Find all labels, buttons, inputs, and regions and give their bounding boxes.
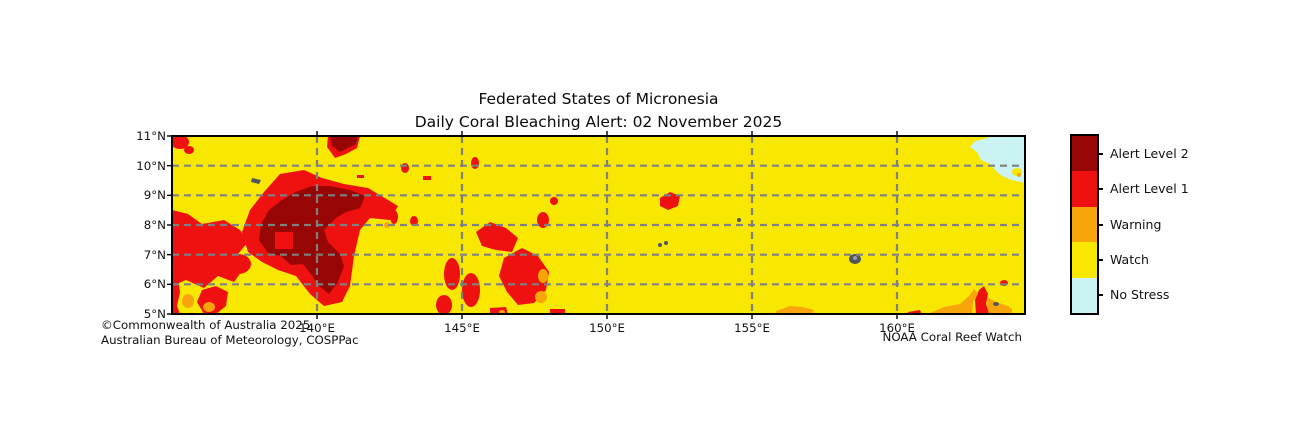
legend-swatch-alert2 [1072,136,1097,172]
region-alert1 [357,175,364,178]
legend-colorbar [1070,134,1099,315]
x-tick-label: 145°E [444,321,480,335]
map-title: Federated States of Micronesia Daily Cor… [172,88,1025,133]
region-alert1 [490,307,508,314]
y-tick-label: 6°N [143,277,166,292]
region-land [737,218,741,222]
region-land [658,243,662,247]
region-warning [182,294,194,308]
region-alert1 [172,136,189,149]
y-tick-label: 11°N [136,129,166,143]
legend-tick [1097,223,1103,226]
region-alert1 [476,222,518,252]
region-warning [987,298,1012,314]
legend-label-alert2: Alert Level 2 [1110,145,1189,161]
y-tick-label: 8°N [143,218,166,232]
legend-label-alert1: Alert Level 1 [1110,181,1189,197]
region-alert1 [550,197,558,205]
region-warning [776,306,814,314]
region-alert1 [975,286,990,314]
region-land [251,178,261,184]
copyright-credit: ©Commonwealth of Australia 2025 Australi… [101,318,359,347]
y-tick-label: 10°N [136,158,166,173]
region-alert1 [401,163,409,173]
region-alert1 [499,248,549,305]
region-warning [930,289,978,314]
region-alert1 [436,295,452,314]
legend-label-warning: Warning [1110,216,1162,232]
x-tick-label: 140°E [299,321,335,335]
y-tick-label: 9°N [143,188,166,203]
region-warning [384,222,390,228]
legend-swatch-no_stress [1072,277,1097,314]
x-tick-label: 150°E [589,321,625,335]
region-alert1 [410,216,418,226]
region-warning [535,291,547,303]
region-alert1 [660,192,680,210]
region-alert2 [259,186,365,294]
noaa-credit: NOAA Coral Reef Watch [882,330,1023,344]
legend-swatch-watch [1072,242,1097,278]
legend-swatch-alert1 [1072,171,1097,207]
region-warning [1017,173,1021,177]
region-no_stress [970,136,1025,183]
region-land [993,302,999,306]
region-alert1 [471,157,479,169]
region-alert1 [423,176,431,180]
legend-label-no_stress: No Stress [1110,287,1170,303]
title-product-date: Daily Coral Bleaching Alert: 02 November… [414,112,783,131]
region-alert1 [172,276,180,314]
legend-swatch-warning [1072,206,1097,243]
legend-tick [1097,188,1103,191]
bleaching-regions [172,136,1025,314]
y-tick-label: 7°N [143,247,166,262]
legend-label-watch: Watch [1110,251,1149,267]
region-warning [538,269,548,283]
legend-tick [1097,294,1103,297]
region-land [664,241,668,245]
region-warning [203,302,215,312]
region-alert1 [246,239,254,247]
region-alert1 [444,258,460,290]
copyright-line: ©Commonwealth of Australia 2025 [101,318,311,332]
region-alert1 [462,273,480,307]
bureau-line: Australian Bureau of Meteorology, COSPPa… [101,332,359,347]
region-alert1 [390,210,398,224]
bleaching-map [167,131,1026,319]
map-plot-area [167,131,1026,319]
x-tick-label: 155°E [734,321,770,335]
x-tick-label: 160°E [879,321,915,335]
map-frame [171,135,1026,315]
legend-tick [1097,258,1103,261]
region-alert2 [330,136,358,152]
title-region: Federated States of Micronesia [478,90,719,108]
legend-tick [1097,152,1103,155]
region-alert1 [550,309,565,314]
y-tick-label: 5°N [143,307,166,321]
region-alert1 [225,254,251,274]
region-alert1 [184,146,194,154]
region-land_light [853,256,857,260]
